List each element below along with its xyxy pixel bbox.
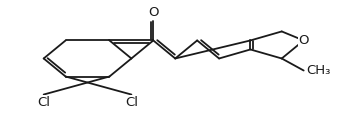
Text: Cl: Cl xyxy=(37,96,50,109)
Text: CH₃: CH₃ xyxy=(306,64,331,77)
Text: O: O xyxy=(148,6,159,19)
Text: Cl: Cl xyxy=(125,96,138,109)
Text: O: O xyxy=(298,34,309,47)
